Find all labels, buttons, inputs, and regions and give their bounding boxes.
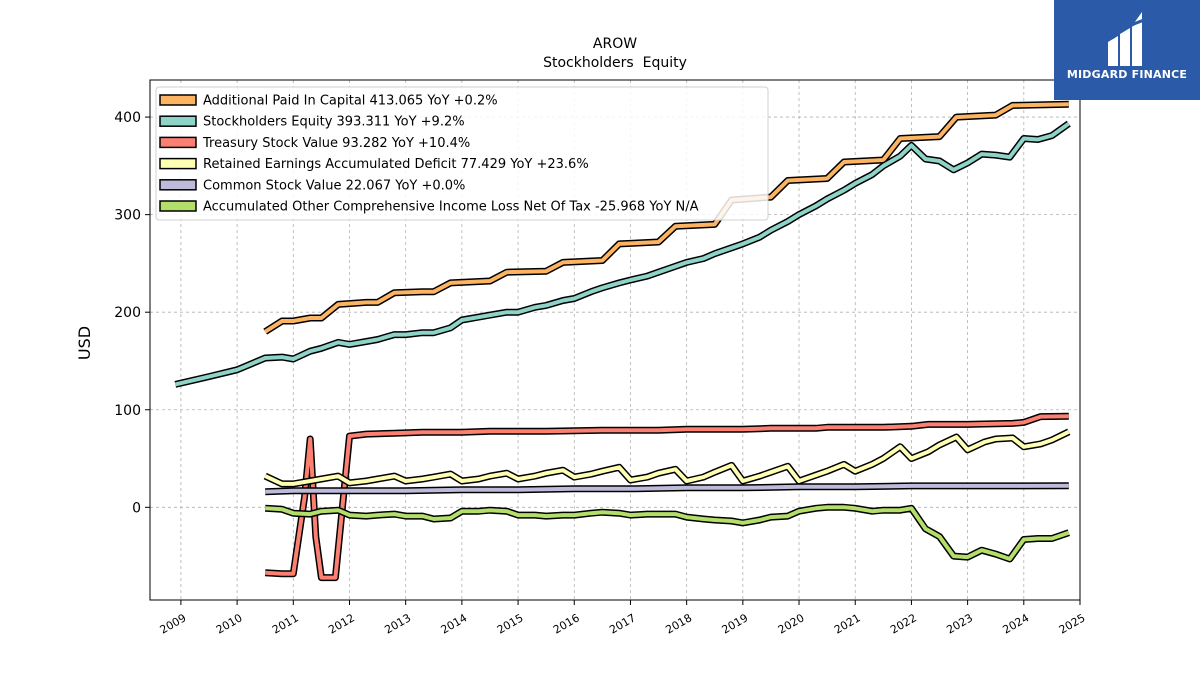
x-tick-label: 2023 bbox=[944, 611, 975, 636]
x-tick-label: 2018 bbox=[663, 611, 694, 636]
chart-subtitle: Stockholders Equity bbox=[543, 55, 687, 71]
y-tick-label: 100 bbox=[114, 403, 141, 419]
x-tick-label: 2019 bbox=[720, 611, 751, 636]
legend-label: Additional Paid In Capital 413.065 YoY +… bbox=[203, 94, 498, 109]
series-line bbox=[265, 414, 1069, 580]
legend-swatch bbox=[159, 179, 197, 191]
y-tick-label: 0 bbox=[132, 500, 141, 516]
y-tick-label: 400 bbox=[114, 110, 141, 126]
legend-label: Stockholders Equity 393.311 YoY +9.2% bbox=[203, 115, 465, 130]
legend-swatch bbox=[159, 200, 197, 212]
brand-name: MIDGARD FINANCE bbox=[1066, 68, 1188, 81]
x-tick-label: 2010 bbox=[214, 611, 245, 636]
legend-label: Treasury Stock Value 93.282 YoY +10.4% bbox=[202, 136, 470, 151]
x-tick-label: 2015 bbox=[495, 611, 526, 636]
x-tick-label: 2020 bbox=[776, 611, 807, 636]
x-tick-label: 2011 bbox=[270, 611, 301, 636]
legend-box bbox=[155, 86, 769, 221]
x-tick-label: 2016 bbox=[551, 611, 582, 636]
x-tick-label: 2025 bbox=[1057, 611, 1088, 636]
y-axis-label: USD bbox=[75, 326, 94, 360]
legend-swatch bbox=[159, 157, 197, 170]
y-tick-label: 200 bbox=[114, 305, 141, 321]
chart-legend: Additional Paid In Capital 413.065 YoY +… bbox=[155, 86, 769, 221]
x-tick-label: 2012 bbox=[326, 611, 357, 636]
series-lines bbox=[174, 100, 1071, 582]
legend-label: Accumulated Other Comprehensive Income L… bbox=[203, 200, 699, 215]
midgard-logo-icon bbox=[1108, 12, 1145, 66]
series-line bbox=[174, 121, 1070, 387]
x-tick-label: 2013 bbox=[382, 611, 413, 636]
series-line bbox=[264, 430, 1070, 486]
chart-title: AROW bbox=[593, 36, 637, 52]
legend-swatch bbox=[159, 94, 197, 106]
legend-label: Retained Earnings Accumulated Deficit 77… bbox=[203, 157, 589, 172]
x-tick-label: 2021 bbox=[832, 611, 863, 636]
series-line bbox=[264, 102, 1069, 334]
series-line bbox=[265, 505, 1070, 561]
x-tick-label: 2017 bbox=[607, 611, 638, 636]
legend-label: Common Stock Value 22.067 YoY +0.0% bbox=[203, 178, 465, 193]
legend-swatch bbox=[159, 115, 197, 127]
series-line bbox=[265, 483, 1069, 494]
x-tick-label: 2009 bbox=[158, 611, 189, 636]
x-tick-label: 2014 bbox=[439, 611, 470, 636]
midgard-finance-logo: MIDGARD FINANCE bbox=[1054, 0, 1200, 100]
x-tick-label: 2024 bbox=[1001, 611, 1032, 636]
y-tick-label: 300 bbox=[114, 208, 141, 224]
legend-swatch bbox=[159, 136, 197, 149]
plot-frame bbox=[149, 79, 1081, 601]
x-tick-label: 2022 bbox=[888, 611, 919, 636]
